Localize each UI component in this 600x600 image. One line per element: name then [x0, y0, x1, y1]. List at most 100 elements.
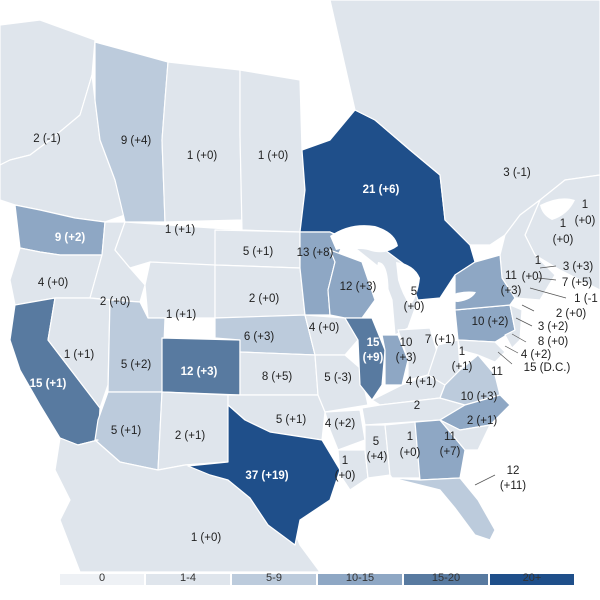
lake-ontario — [448, 291, 476, 302]
label-nb-line2: (+0) — [575, 215, 596, 227]
state-mississippi — [364, 424, 391, 479]
lake-superior — [330, 225, 398, 253]
label-idaho: 2 (+0) — [100, 296, 131, 308]
legend-swatch — [232, 574, 316, 585]
callout-line-fl — [474, 474, 496, 486]
state-maryland — [457, 339, 506, 363]
label-pennsylvania: 10 (+2) — [472, 316, 509, 328]
label-mississippi-line1: 5 — [373, 436, 379, 448]
legend-swatch — [318, 574, 402, 585]
label-wyoming: 1 (+1) — [166, 309, 197, 321]
label-virginia: 11 — [491, 366, 503, 378]
label-mississippi-line2: (+4) — [367, 451, 388, 463]
label-massachusetts: 3 (+3) — [563, 261, 594, 273]
state-missouri — [314, 354, 369, 413]
label-kentucky: 4 (+1) — [406, 376, 437, 388]
state-iowa — [304, 314, 359, 356]
label-south-carolina: 2 (+1) — [467, 415, 498, 427]
label-florida-line1: 12 — [507, 465, 520, 477]
state-florida — [391, 477, 496, 541]
label-north-dakota: 5 (+1) — [243, 246, 274, 258]
label-nb-line1: 1 — [582, 199, 588, 211]
label-kansas: 8 (+5) — [262, 371, 293, 383]
callout-line-dc — [497, 351, 513, 365]
state-texas — [187, 404, 341, 546]
label-delaware: 8 (+0) — [538, 336, 569, 348]
state-arkansas — [324, 409, 366, 451]
label-dc: 15 (D.C.) — [524, 362, 571, 374]
label-washington: 9 (+2) — [55, 232, 86, 244]
callout-line-ne5 — [515, 317, 533, 327]
legend-label: 10-15 — [345, 572, 375, 584]
label-quebec: 3 (-1) — [503, 167, 531, 179]
label-colorado: 12 (+3) — [181, 366, 218, 378]
gulf-of-st-lawrence — [540, 198, 575, 220]
label-ohio: 7 (+1) — [425, 334, 456, 346]
label-ontario: 21 (+6) — [363, 184, 400, 196]
label-ns-line1: 1 — [560, 218, 566, 230]
label-maine-line2: (+0) — [522, 271, 543, 283]
label-arizona: 5 (+1) — [111, 425, 142, 437]
label-louisiana-line1: 1 — [342, 455, 348, 467]
label-florida-line2: (+11) — [500, 480, 526, 492]
label-ns-line2: (+0) — [553, 234, 574, 246]
callout-line-ne1 — [539, 265, 557, 269]
label-new-jersey: 3 (+2) — [538, 321, 569, 333]
label-missouri: 5 (-3) — [324, 372, 352, 384]
label-west-virginia-line2: (+1) — [452, 361, 473, 373]
label-new-hampshire: 2 (+0) — [556, 308, 587, 320]
label-texas: 37 (+19) — [245, 470, 288, 482]
legend-swatch — [60, 574, 144, 585]
label-indiana-line2: (+3) — [396, 352, 417, 364]
label-south-dakota: 2 (+0) — [249, 293, 280, 305]
label-illinois-line1: 15 — [367, 337, 380, 349]
state-illinois — [344, 317, 386, 401]
label-new-york-line1: 11 — [505, 270, 517, 282]
callout-line-ne6 — [511, 333, 527, 343]
state-wyoming — [144, 261, 216, 319]
legend-swatch — [404, 574, 488, 585]
callout-line-ne2 — [537, 277, 557, 281]
label-illinois-line2: (+9) — [363, 352, 384, 364]
label-maine-line1: 1 — [535, 255, 541, 267]
label-new-york-line2: (+3) — [501, 285, 522, 297]
label-saskatchewan: 1 (+0) — [187, 150, 218, 162]
legend-label: 1-4 — [180, 572, 196, 584]
label-north-carolina: 10 (+3) — [461, 391, 498, 403]
label-oklahoma: 5 (+1) — [276, 414, 307, 426]
legend-label: 0 — [98, 572, 106, 584]
legend-swatch — [146, 574, 230, 585]
lake-huron — [396, 262, 420, 306]
legend-swatch — [490, 574, 574, 585]
legend-label: 20+ — [522, 572, 542, 584]
lake-erie — [412, 302, 449, 323]
label-west-virginia-line1: 1 — [459, 346, 465, 358]
state-louisiana — [337, 449, 369, 491]
label-alaska-yukon: 2 (-1) — [33, 133, 61, 145]
label-alabama-line1: 1 — [407, 431, 413, 443]
label-maryland: 4 (+2) — [521, 349, 552, 361]
legend-label: 5-9 — [266, 572, 282, 584]
label-connecticut: 7 (+5) — [562, 277, 593, 289]
state-south-dakota — [214, 264, 306, 319]
label-louisiana-line2: (+0) — [335, 470, 356, 482]
region-saskatchewan — [161, 61, 243, 223]
label-michigan-line2: (+0) — [404, 301, 425, 313]
label-michigan-line1: 5 — [411, 286, 417, 298]
label-georgia-line1: 11 — [444, 431, 456, 443]
callout-line-ne7 — [504, 345, 519, 354]
label-mexico: 1 (+0) — [191, 532, 222, 544]
label-california: 15 (+1) — [30, 378, 67, 390]
label-wisconsin: 12 (+3) — [340, 281, 377, 293]
state-alabama — [384, 421, 421, 479]
label-alabama-line2: (+0) — [400, 447, 421, 459]
state-virginia — [439, 354, 501, 406]
callout-line-ne4 — [521, 304, 535, 312]
label-nevada: 1 (+1) — [64, 349, 95, 361]
label-minnesota: 13 (+8) — [297, 247, 334, 259]
callout-line-ne3 — [529, 287, 567, 299]
label-montana: 1 (+1) — [165, 224, 196, 236]
label-alberta: 9 (+4) — [121, 135, 152, 147]
label-vermont: 1 (-1 — [574, 293, 598, 305]
